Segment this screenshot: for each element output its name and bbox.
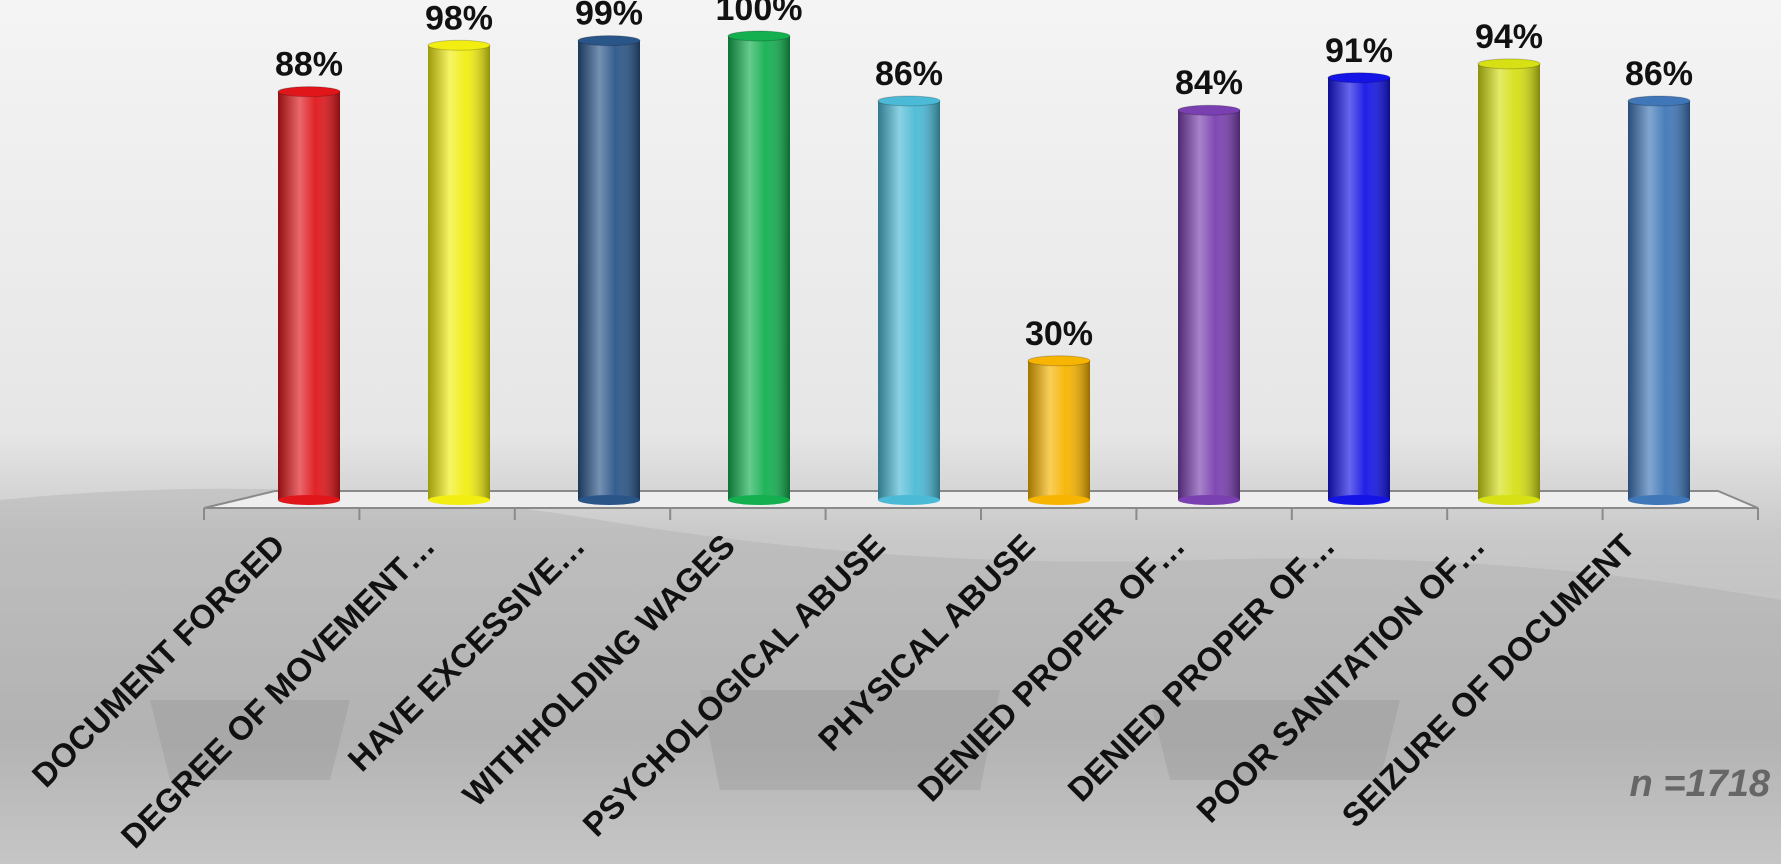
value-label: 88% (275, 46, 343, 84)
value-label: 98% (425, 0, 493, 37)
annotation: n =1718 (1630, 763, 1771, 805)
bar-top (1327, 72, 1391, 84)
bar-base (728, 495, 790, 505)
bar-top (877, 95, 941, 107)
bar-shade (1178, 110, 1240, 501)
bar-top (577, 35, 641, 47)
bar-base (578, 495, 640, 505)
bar-shade (278, 91, 340, 501)
bar-base (1478, 495, 1540, 505)
bar-top (1477, 58, 1541, 70)
value-label: 100% (716, 0, 803, 28)
bar-base (1628, 495, 1690, 505)
bar-shade (1328, 77, 1390, 500)
value-label: 91% (1325, 32, 1393, 70)
bar-shade (728, 36, 790, 500)
value-label: 84% (1175, 64, 1243, 102)
bar-shade (878, 100, 940, 501)
bar-top (1027, 355, 1091, 367)
bar-top (727, 30, 791, 42)
bar-top (1627, 95, 1691, 107)
background-boats (150, 690, 1400, 790)
value-label: 86% (875, 55, 943, 93)
value-label: 99% (575, 0, 643, 33)
bar-shade (428, 45, 490, 500)
bar-base (278, 495, 340, 505)
bar-shade (1628, 100, 1690, 501)
bar-base (878, 495, 940, 505)
value-label: 30% (1025, 315, 1093, 353)
bar-top (1177, 104, 1241, 116)
bar-shade (578, 40, 640, 500)
value-label: 94% (1475, 18, 1543, 56)
bar-top (277, 86, 341, 98)
value-label: 86% (1625, 55, 1693, 93)
bar-shade (1028, 360, 1090, 500)
bar-top (427, 39, 491, 51)
bar-shade (1478, 63, 1540, 501)
background-hills (0, 488, 1781, 864)
bar-base (1178, 495, 1240, 505)
bar-base (1328, 495, 1390, 505)
bar-base (1028, 495, 1090, 505)
bar-base (428, 495, 490, 505)
